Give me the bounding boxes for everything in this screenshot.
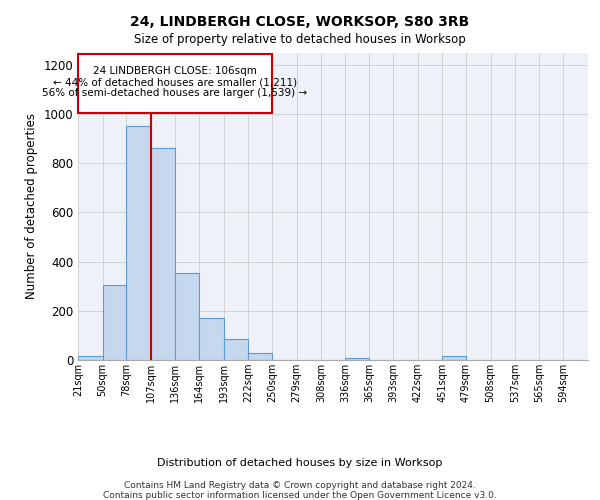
FancyBboxPatch shape	[78, 54, 272, 113]
Bar	[151, 148, 175, 360]
Text: Distribution of detached houses by size in Worksop: Distribution of detached houses by size …	[157, 458, 443, 468]
Text: Contains public sector information licensed under the Open Government Licence v3: Contains public sector information licen…	[103, 491, 497, 500]
Bar	[199, 318, 224, 360]
Y-axis label: Number of detached properties: Number of detached properties	[25, 114, 38, 299]
Bar	[248, 352, 272, 360]
Text: 24, LINDBERGH CLOSE, WORKSOP, S80 3RB: 24, LINDBERGH CLOSE, WORKSOP, S80 3RB	[130, 15, 470, 29]
Bar	[126, 126, 151, 360]
Bar	[78, 356, 103, 360]
Bar	[224, 339, 248, 360]
Text: 56% of semi-detached houses are larger (1,539) →: 56% of semi-detached houses are larger (…	[43, 88, 308, 98]
Text: Size of property relative to detached houses in Worksop: Size of property relative to detached ho…	[134, 32, 466, 46]
Text: ← 44% of detached houses are smaller (1,211): ← 44% of detached houses are smaller (1,…	[53, 77, 297, 87]
Bar	[103, 285, 126, 360]
Text: Contains HM Land Registry data © Crown copyright and database right 2024.: Contains HM Land Registry data © Crown c…	[124, 481, 476, 490]
Text: 24 LINDBERGH CLOSE: 106sqm: 24 LINDBERGH CLOSE: 106sqm	[93, 66, 257, 76]
Bar	[345, 358, 370, 360]
Bar	[175, 272, 199, 360]
Bar	[442, 356, 466, 360]
